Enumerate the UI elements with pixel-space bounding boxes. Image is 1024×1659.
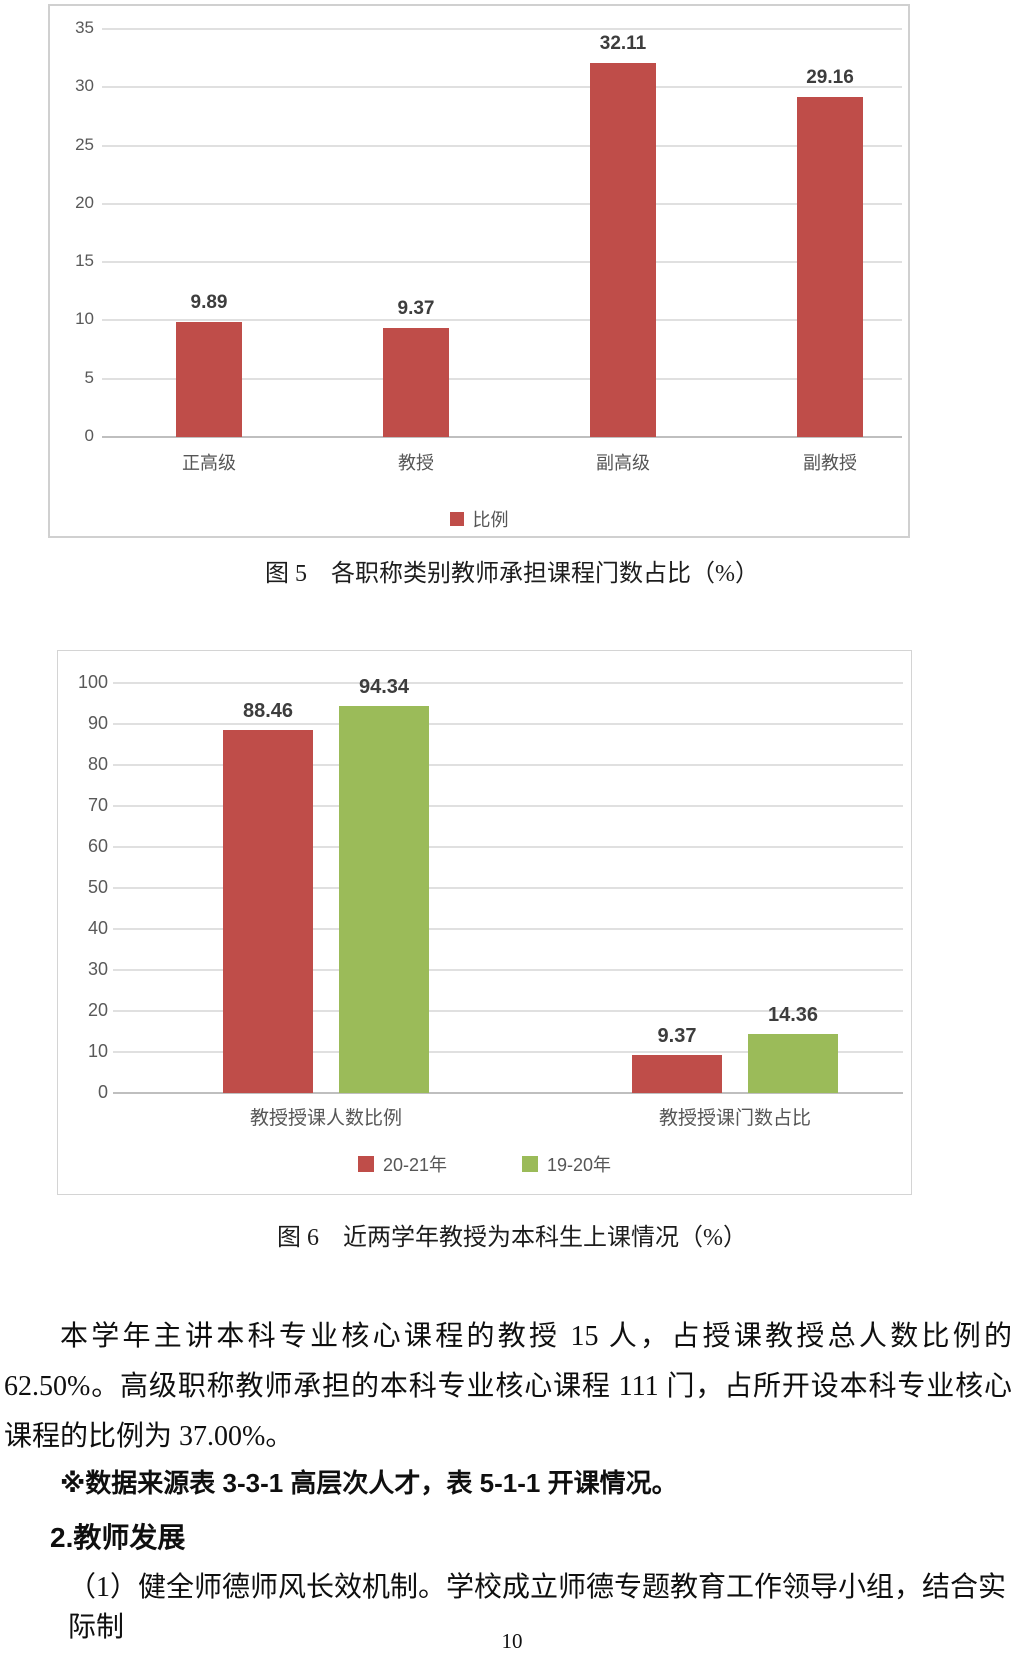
chart-legend: 20-21年 19-20年 <box>58 1151 911 1177</box>
y-axis-tick-label: 0 <box>97 1082 108 1102</box>
chart-figure-5: 0 5 10 15 20 25 30 35 9.89 正高级 9.37 教授 32.11 副高级 29.16… <box>48 4 910 538</box>
y-axis-tick-label: 20 <box>87 1000 108 1020</box>
data-source-note: ※数据来源表 3-3-1 高层次人才，表 5-1-1 开课情况。 <box>60 1468 678 1498</box>
bar-value-label: 9.37 <box>657 1025 697 1047</box>
y-axis-tick-label: 10 <box>75 309 94 328</box>
gridline <box>113 969 903 971</box>
legend-item: 19-20年 <box>522 1151 611 1177</box>
bar <box>632 1055 722 1093</box>
legend-item: 比例 <box>449 506 509 532</box>
x-axis-line <box>102 436 902 438</box>
bar <box>748 1034 838 1093</box>
gridline <box>102 203 902 205</box>
y-axis-tick-label: 30 <box>75 76 94 95</box>
y-axis-tick-label: 90 <box>87 713 108 733</box>
figure-5-caption: 图 5 各职称类别教师承担课程门数占比（%） <box>265 561 759 587</box>
chart-legend: 比例 <box>50 506 908 532</box>
gridline <box>102 261 902 263</box>
gridline <box>102 145 902 147</box>
bar <box>590 63 656 437</box>
bar <box>339 706 429 1093</box>
x-category-label: 教授授课人数比例 <box>249 1108 402 1129</box>
y-axis-tick-label: 5 <box>84 368 94 387</box>
figure-6-caption: 图 6 近两学年教授为本科生上课情况（%） <box>277 1225 747 1251</box>
y-axis-tick-label: 100 <box>77 672 108 692</box>
gridline <box>102 28 902 30</box>
y-axis-tick-label: 80 <box>87 754 108 774</box>
gridline <box>113 764 903 766</box>
gridline <box>113 846 903 848</box>
gridline <box>113 805 903 807</box>
page-number: 10 <box>501 1629 523 1653</box>
gridline <box>113 682 903 684</box>
bar-value-label: 14.36 <box>767 1004 819 1026</box>
legend-label: 19-20年 <box>547 1155 612 1175</box>
gridline <box>113 1010 903 1012</box>
gridline <box>113 887 903 889</box>
y-axis-tick-label: 30 <box>87 959 108 979</box>
legend-swatch <box>357 1156 374 1172</box>
y-axis-tick-label: 15 <box>75 251 94 270</box>
bar <box>176 322 242 437</box>
gridline <box>113 723 903 725</box>
gridline <box>102 378 902 380</box>
bar <box>223 730 313 1093</box>
y-axis-tick-label: 50 <box>87 877 108 897</box>
gridline <box>113 1051 903 1053</box>
y-axis-tick-label: 25 <box>75 135 94 154</box>
gridline <box>102 319 902 321</box>
bar <box>797 97 863 437</box>
body-paragraph-core-courses: 本学年主讲本科专业核心课程的教授 15 人，占授课教授总人数比例的 62.50%… <box>4 1321 1012 1452</box>
x-category-label: 教授 <box>398 453 434 473</box>
y-axis-tick-label: 10 <box>87 1041 108 1061</box>
y-axis-tick-label: 35 <box>75 18 94 37</box>
y-axis-tick-label: 0 <box>84 426 94 445</box>
y-axis-tick-label: 60 <box>87 836 108 856</box>
section-heading-teacher-development: 2.教师发展 <box>50 1522 186 1553</box>
bar <box>383 328 449 437</box>
x-category-label: 正高级 <box>182 453 236 473</box>
legend-swatch <box>522 1156 538 1172</box>
y-axis-tick-label: 40 <box>87 918 108 938</box>
body-paragraph-shide: （1）健全师德师风长效机制。学校成立师德专题教育工作领导小组，结合实际制 <box>68 1572 1007 1643</box>
x-axis-line <box>113 1092 903 1094</box>
legend-swatch <box>449 512 464 526</box>
gridline <box>102 86 902 88</box>
bar-value-label: 9.37 <box>397 298 435 319</box>
bar-value-label: 32.11 <box>599 33 647 54</box>
legend-label: 比例 <box>472 510 509 530</box>
bar-value-label: 9.89 <box>190 292 228 313</box>
y-axis-tick-label: 70 <box>87 795 108 815</box>
bar-value-label: 88.46 <box>242 700 294 722</box>
gridline <box>113 928 903 930</box>
x-category-label: 教授授课门数占比 <box>658 1108 811 1129</box>
legend-label: 20-21年 <box>382 1155 447 1175</box>
x-category-label: 副高级 <box>596 453 650 473</box>
x-category-label: 副教授 <box>803 453 857 473</box>
legend-item: 20-21年 <box>357 1151 447 1177</box>
bar-value-label: 29.16 <box>806 67 854 88</box>
y-axis-tick-label: 20 <box>75 193 94 212</box>
bar-value-label: 94.34 <box>358 676 410 698</box>
chart-figure-6: 0 10 20 30 40 50 60 70 80 90 100 88.46 94.34 教授授课人数比例… <box>57 650 912 1195</box>
